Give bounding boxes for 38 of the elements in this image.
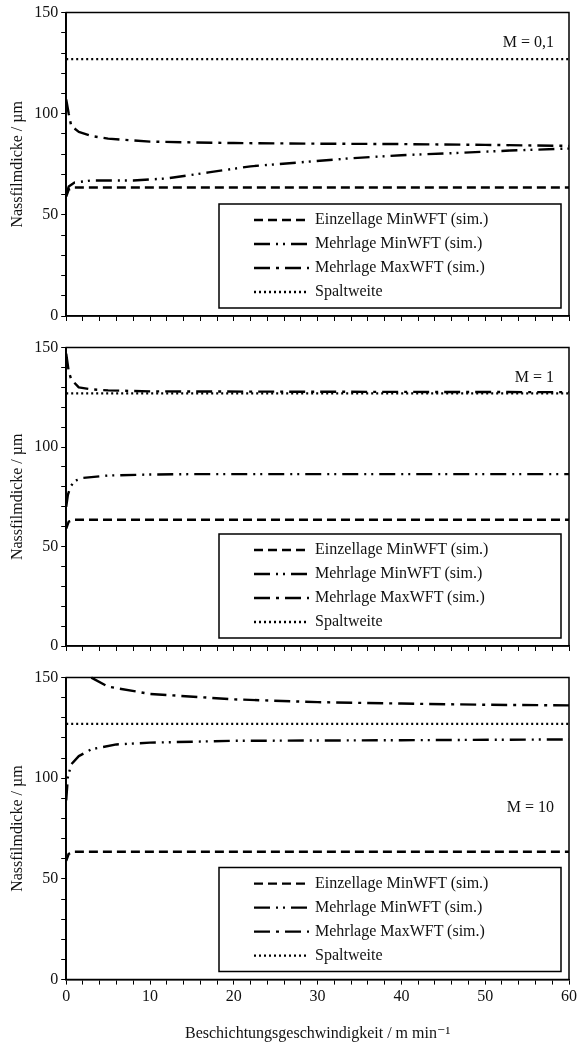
legend-label: Einzellage MinWFT (sim.): [315, 540, 489, 559]
legend-label: Mehrlage MaxWFT (sim.): [315, 588, 485, 607]
legend-label: Mehrlage MinWFT (sim.): [315, 234, 483, 253]
y-tick-label: 100: [34, 768, 59, 786]
y-tick-label: 150: [34, 337, 59, 355]
y-tick-label: 50: [42, 205, 59, 223]
x-tick-label: 0: [62, 987, 71, 1005]
legend-label: Mehrlage MinWFT (sim.): [315, 564, 483, 583]
annotation: M = 0,1: [502, 33, 554, 51]
x-tick-label: 10: [142, 987, 158, 1005]
y-tick-label: 0: [50, 636, 59, 654]
y-tick-label: 50: [42, 869, 59, 887]
y-tick-label: 100: [34, 103, 59, 121]
x-tick-label: 40: [393, 987, 410, 1005]
x-tick-label: 20: [225, 987, 242, 1005]
y-tick-label: 0: [50, 306, 59, 324]
annotation: M = 1: [514, 367, 554, 385]
x-tick-label: 50: [477, 987, 494, 1005]
legend-label: Einzellage MinWFT (sim.): [315, 210, 489, 229]
y-tick-label: 150: [34, 667, 59, 685]
y-tick-label: 150: [34, 2, 59, 20]
legend-label: Einzellage MinWFT (sim.): [315, 873, 489, 892]
legend-label: Spaltweite: [315, 612, 383, 631]
legend-label: Spaltweite: [315, 945, 383, 964]
legend-label: Spaltweite: [315, 282, 383, 301]
y-axis-title: Nassfilmdicke / µm: [7, 764, 26, 892]
y-tick-label: 50: [42, 536, 59, 554]
legend-label: Mehrlage MaxWFT (sim.): [315, 258, 485, 277]
annotation: M = 10: [506, 797, 554, 815]
x-tick-label: 30: [309, 987, 326, 1005]
y-axis-title: Nassfilmdicke / µm: [7, 432, 26, 561]
x-axis-title: Beschichtungsgeschwindigkeit / m min⁻¹: [184, 1023, 451, 1042]
legend-label: Mehrlage MinWFT (sim.): [315, 897, 483, 916]
x-tick-label: 60: [561, 987, 577, 1005]
y-tick-label: 0: [50, 969, 59, 987]
y-axis-title: Nassfilmdicke / µm: [7, 100, 26, 228]
y-tick-label: 100: [34, 437, 59, 455]
legend-label: Mehrlage MaxWFT (sim.): [315, 921, 485, 940]
